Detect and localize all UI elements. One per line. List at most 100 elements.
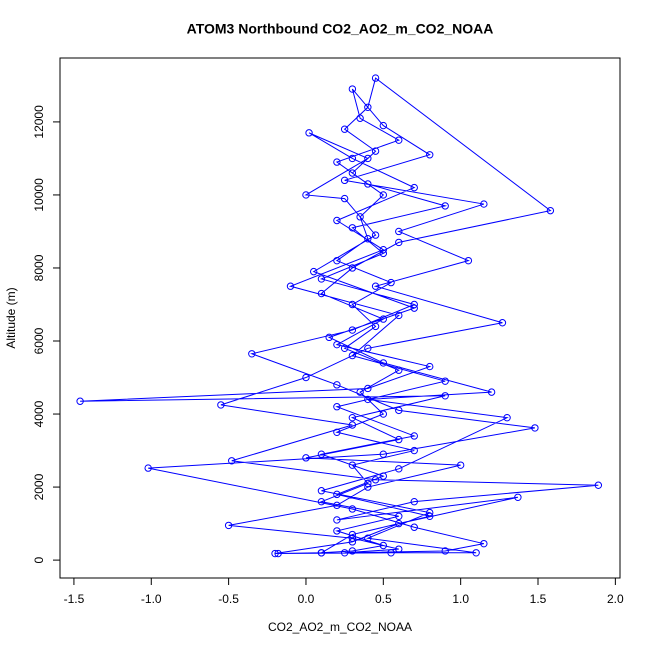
point (302, 191, 310, 199)
point (441, 377, 449, 385)
y-tick-label: 6000 (32, 327, 46, 354)
chart-title: ATOM3 Northbound CO2_AO2_m_CO2_NOAA (187, 21, 494, 37)
point (464, 256, 473, 265)
point (348, 505, 357, 513)
point (379, 191, 388, 199)
point (348, 154, 357, 163)
point (410, 183, 418, 192)
point (333, 501, 341, 510)
point (364, 154, 372, 163)
point (395, 545, 403, 553)
point (317, 289, 326, 298)
point (364, 479, 372, 488)
point (441, 547, 449, 555)
point (224, 521, 233, 530)
point (379, 450, 388, 458)
point (340, 125, 349, 133)
point (379, 472, 388, 480)
point (348, 85, 357, 93)
point (371, 476, 380, 484)
point (305, 129, 313, 137)
point (271, 549, 279, 558)
point (356, 388, 364, 396)
y-axis-label: Altitude (m) (4, 287, 18, 348)
point (348, 538, 357, 546)
point (364, 235, 372, 243)
point (426, 508, 434, 517)
point (395, 519, 403, 528)
point (395, 435, 403, 444)
point (348, 264, 357, 272)
x-axis-label: CO2_AO2_m_CO2_NOAA (268, 620, 412, 634)
point (274, 549, 282, 558)
point (348, 421, 357, 429)
point (364, 534, 372, 542)
x-tick-label: 2.0 (607, 592, 624, 606)
point (410, 304, 418, 312)
point (594, 481, 603, 489)
point (248, 350, 256, 358)
y-tick-label: 10000 (32, 178, 46, 212)
point (379, 359, 388, 367)
point (410, 446, 418, 455)
point (410, 523, 418, 531)
point (410, 497, 418, 506)
point (379, 541, 388, 550)
point (348, 300, 357, 309)
point (371, 322, 380, 331)
point (348, 530, 357, 539)
point (348, 351, 357, 360)
point (379, 249, 388, 258)
point (333, 516, 341, 524)
point (333, 340, 341, 349)
point (286, 282, 295, 290)
point (340, 176, 349, 185)
point (348, 547, 357, 555)
x-tick-label: -1.5 (64, 592, 85, 606)
y-tick-label: 8000 (32, 254, 46, 281)
point (340, 549, 349, 557)
point (228, 457, 236, 465)
point (531, 424, 539, 432)
point (387, 549, 395, 557)
point (333, 527, 341, 535)
point (426, 151, 434, 159)
series-line (80, 77, 599, 555)
point (426, 362, 434, 371)
point (310, 267, 318, 276)
point (348, 224, 357, 232)
point (395, 465, 403, 473)
point (395, 311, 403, 320)
point (480, 539, 488, 548)
point (356, 114, 364, 122)
x-tick-label: 1.5 (530, 592, 547, 606)
point (333, 403, 341, 411)
point (217, 401, 225, 409)
point (498, 319, 507, 327)
point (379, 410, 388, 418)
point (379, 246, 388, 254)
point (364, 395, 372, 404)
point (348, 461, 357, 469)
point (317, 497, 326, 506)
point (333, 490, 341, 499)
point (410, 300, 418, 309)
point (302, 454, 310, 462)
point (144, 464, 152, 472)
point (302, 373, 310, 382)
x-tick-label: -0.5 (218, 592, 239, 606)
point (395, 406, 403, 415)
point (379, 315, 388, 323)
point (395, 238, 403, 247)
x-tick-label: 1.0 (452, 592, 469, 606)
point (333, 256, 341, 265)
point (480, 200, 488, 208)
point (76, 397, 84, 405)
point (348, 413, 357, 422)
point (317, 450, 326, 458)
y-tick-label: 2000 (32, 473, 46, 500)
point (395, 512, 403, 520)
point (364, 384, 372, 393)
point (503, 413, 511, 422)
